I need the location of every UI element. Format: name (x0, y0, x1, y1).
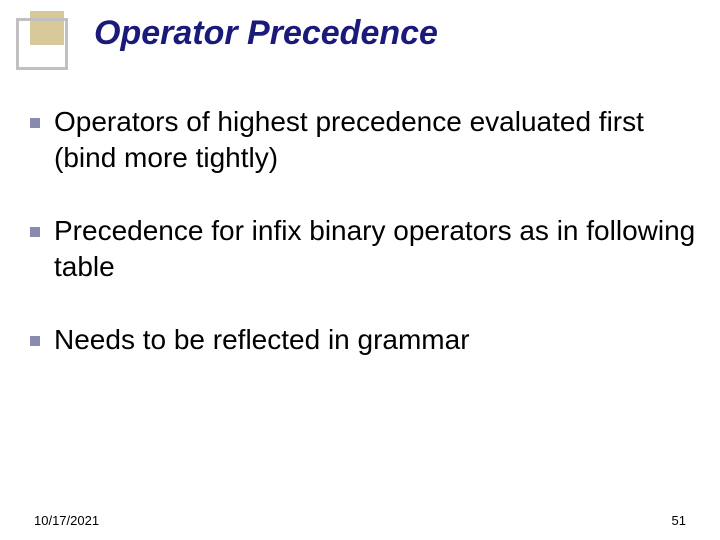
bullet-marker-icon (30, 227, 40, 237)
slide-title: Operator Precedence (94, 14, 438, 53)
bullet-item: Needs to be reflected in grammar (30, 322, 696, 358)
bullet-marker-icon (30, 336, 40, 346)
bullet-text: Precedence for infix binary operators as… (54, 213, 696, 286)
bullet-item: Precedence for infix binary operators as… (30, 213, 696, 286)
decoration-outer-box (16, 18, 68, 70)
slide-content: Operators of highest precedence evaluate… (30, 104, 696, 394)
footer-date: 10/17/2021 (34, 513, 99, 528)
bullet-item: Operators of highest precedence evaluate… (30, 104, 696, 177)
slide-footer: 10/17/2021 51 (34, 513, 686, 528)
bullet-text: Needs to be reflected in grammar (54, 322, 470, 358)
bullet-marker-icon (30, 118, 40, 128)
footer-page-number: 51 (672, 513, 686, 528)
bullet-text: Operators of highest precedence evaluate… (54, 104, 696, 177)
